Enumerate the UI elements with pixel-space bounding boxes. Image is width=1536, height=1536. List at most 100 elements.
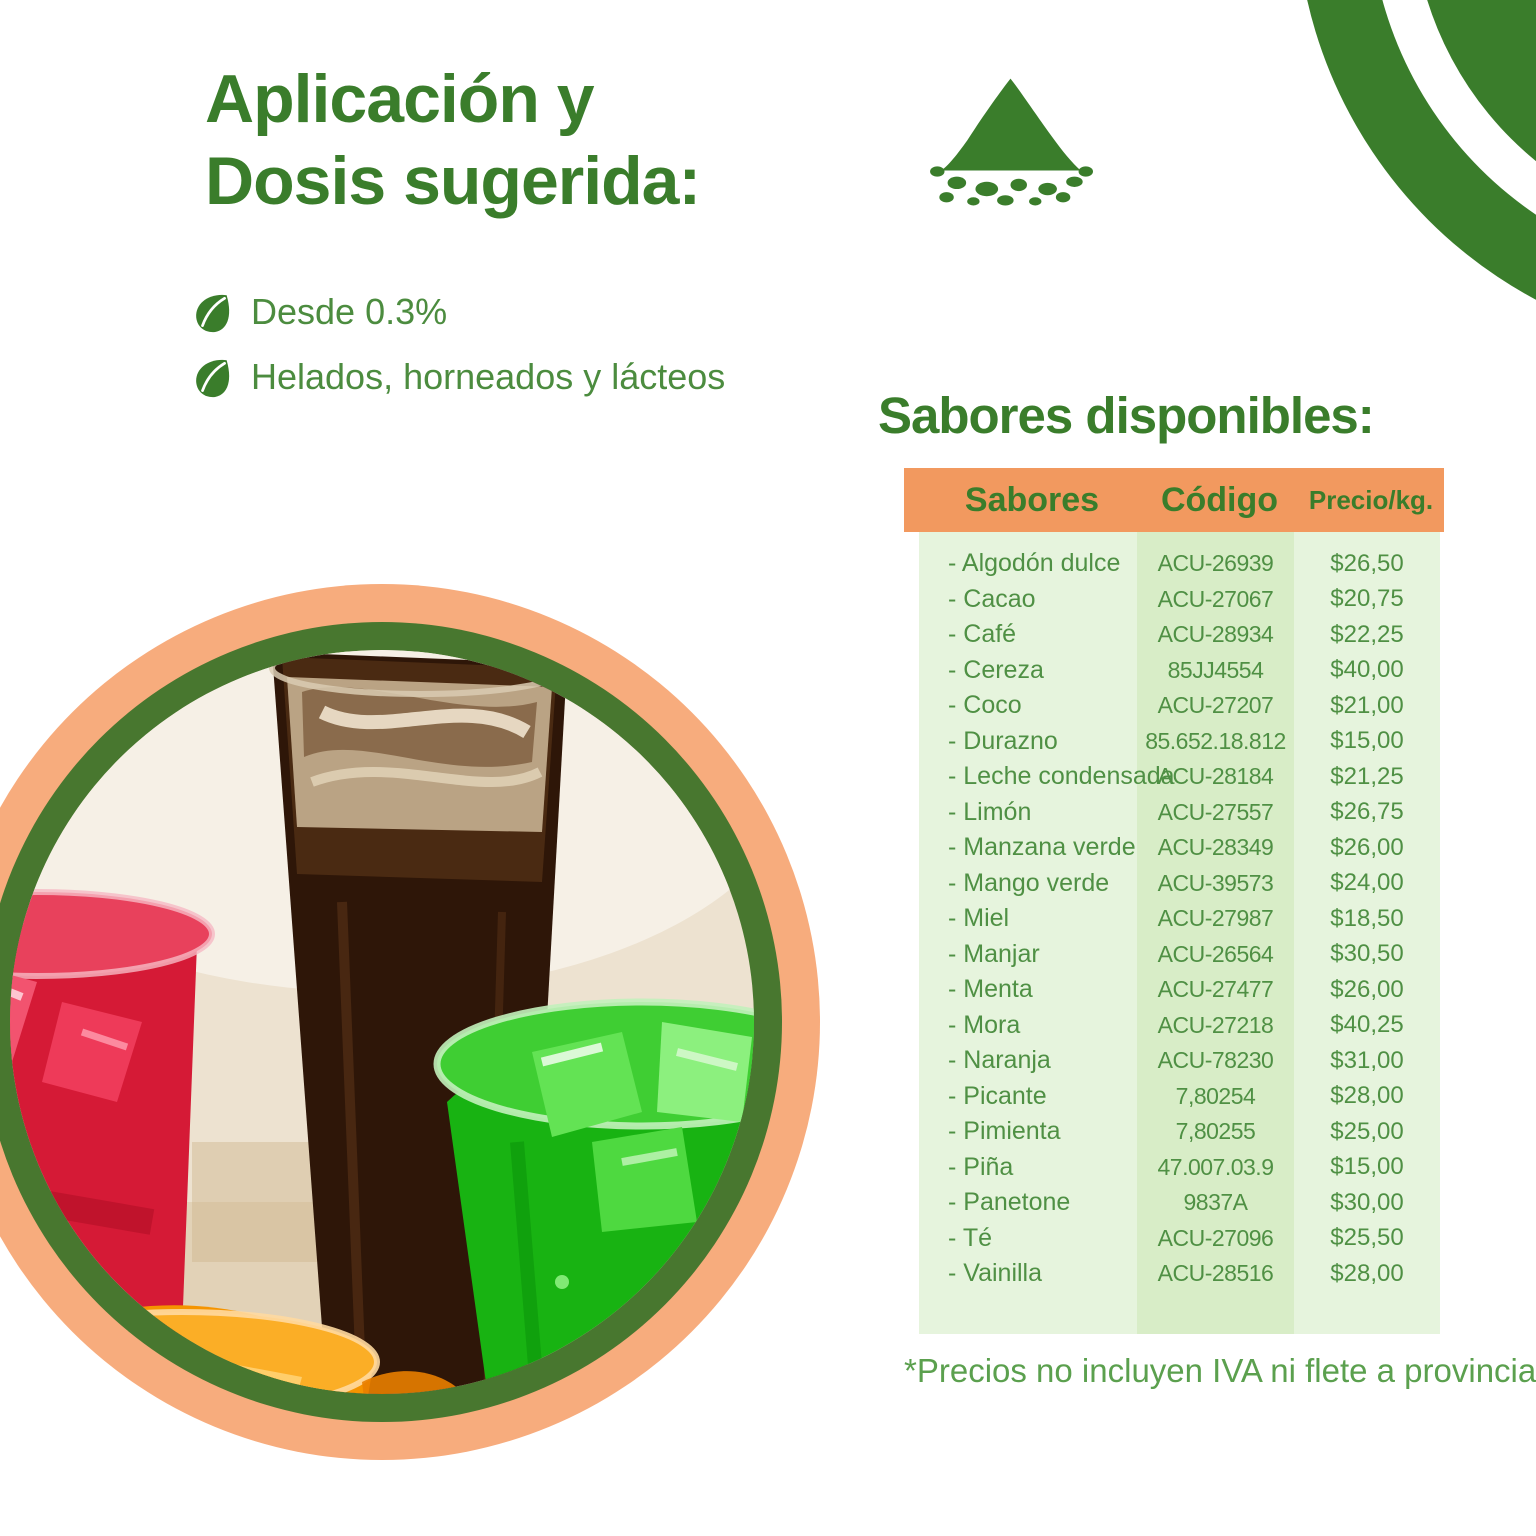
code-cell: ACU-27207 [1157,692,1274,719]
flavor-cell: - Menta [948,975,1033,1004]
table-row: - Café ACU-28934 $22,25 [919,617,1440,653]
flavor-cell: - Mango verde [948,868,1110,897]
code-cell: ACU-28349 [1157,834,1274,861]
page-title-line1: Aplicación y [205,61,595,137]
price-cell: $22,25 [1330,620,1404,648]
header-cell-code: Código [1160,480,1279,519]
price-cell: $26,00 [1330,833,1404,861]
price-cell: $25,50 [1330,1224,1404,1252]
flavor-cell: - Coco [948,691,1022,720]
price-cell: $24,00 [1330,869,1404,897]
table-row: - Té ACU-27096 $25,50 [919,1221,1440,1257]
table-row: - Durazno 85.652.18.812 $15,00 [919,724,1440,760]
flavor-cell: - Manzana verde [948,833,1136,862]
price-cell: $18,50 [1330,904,1404,932]
flavor-cell: - Algodón dulce [948,549,1121,578]
code-cell: ACU-27477 [1157,976,1274,1003]
price-cell: $20,75 [1330,585,1404,613]
page-title: Aplicación y Dosis sugerida: [205,58,701,222]
code-cell: 9837A [1183,1189,1248,1216]
flavor-cell: - Cacao [948,584,1036,613]
table-row: - Mora ACU-27218 $40,25 [919,1008,1440,1044]
code-cell: ACU-28184 [1157,763,1274,790]
bullet-item: Desde 0.3% [192,290,725,334]
flavor-table-rows: - Algodón dulce ACU-26939 $26,50 - Cacao ACU… [919,532,1440,1334]
price-cell: $26,75 [1330,798,1404,826]
price-cell: $40,00 [1330,656,1404,684]
flavor-cell: - Manjar [948,939,1040,968]
code-cell: ACU-27096 [1157,1224,1274,1251]
price-cell: $21,00 [1330,691,1404,719]
leaf-bullet-icon [196,359,230,398]
flavor-cell: - Naranja [948,1046,1051,1075]
price-cell: $30,50 [1330,940,1404,968]
code-cell: ACU-28934 [1157,621,1274,648]
bullet-item: Helados, horneados y lácteos [192,355,725,399]
table-row: - Mango verde ACU-39573 $24,00 [919,866,1440,902]
flavor-cell: - Panetone [948,1188,1071,1217]
code-cell: ACU-27987 [1157,905,1274,932]
flavor-cell: - Miel [948,904,1010,933]
table-row: - Pimienta 7,80255 $25,00 [919,1114,1440,1150]
table-row: - Cacao ACU-27067 $20,75 [919,582,1440,618]
code-cell: ACU-39573 [1157,869,1274,896]
bullet-label: Desde 0.3% [251,291,448,332]
table-row: - Cereza 85JJ4554 $40,00 [919,653,1440,689]
code-cell: ACU-27067 [1157,585,1274,612]
code-cell: ACU-26939 [1157,550,1274,577]
bullet-label: Helados, horneados y lácteos [251,356,726,397]
code-cell: 7,80255 [1175,1118,1256,1145]
flavor-table: Sabores Código Precio/kg. - Algodón dulc… [904,468,1444,1334]
corner-arcs-decoration [1307,0,1536,300]
table-row: - Piña 47.007.03.9 $15,00 [919,1150,1440,1186]
code-cell: ACU-27218 [1157,1011,1274,1038]
table-row: - Vainilla ACU-28516 $28,00 [919,1256,1440,1292]
section-heading: Sabores disponibles: [878,387,1375,444]
corner-inner-fill [1427,0,1536,162]
flavor-cell: - Té [948,1223,992,1252]
drinks-photo [0,584,820,1460]
flavor-cell: - Durazno [948,726,1058,755]
flavor-cell: - Cereza [948,655,1044,684]
price-cell: $40,25 [1330,1011,1404,1039]
price-cell: $28,00 [1330,1082,1404,1110]
table-row: - Manjar ACU-26564 $30,50 [919,937,1440,973]
table-row: - Leche condensada ACU-28184 $21,25 [919,759,1440,795]
flavor-table-header: Sabores Código Precio/kg. [904,468,1444,532]
price-cell: $15,00 [1330,727,1404,755]
header-cell-price: Precio/kg. [1308,484,1434,515]
flavor-cell: - Limón [948,797,1032,826]
table-row: - Algodón dulce ACU-26939 $26,50 [919,546,1440,582]
price-cell: $28,00 [1330,1259,1404,1287]
code-cell: ACU-27557 [1157,798,1274,825]
price-cell: $30,00 [1330,1188,1404,1216]
code-cell: ACU-26564 [1157,940,1274,967]
header-cell-flavors: Sabores [964,480,1100,519]
flavor-cell: - Pimienta [948,1117,1061,1146]
page-title-line2: Dosis sugerida: [205,143,701,219]
price-cell: $21,25 [1330,762,1404,790]
table-row: - Panetone 9837A $30,00 [919,1185,1440,1221]
bullet-list: Desde 0.3% Helados, horneados y lácteos [192,290,725,420]
code-cell: 7,80254 [1175,1082,1256,1109]
table-row: - Picante 7,80254 $28,00 [919,1079,1440,1115]
code-cell: 47.007.03.9 [1157,1153,1274,1180]
price-cell: $26,00 [1330,975,1404,1003]
flavor-cell: - Café [948,620,1017,649]
powder-pile-icon [930,78,1093,206]
table-row: - Manzana verde ACU-28349 $26,00 [919,830,1440,866]
code-cell: 85JJ4554 [1167,656,1264,683]
code-cell: ACU-78230 [1157,1047,1274,1074]
price-cell: $15,00 [1330,1153,1404,1181]
table-row: - Naranja ACU-78230 $31,00 [919,1043,1440,1079]
flavor-cell: - Picante [948,1081,1047,1110]
price-footnote: *Precios no incluyen IVA ni flete a prov… [904,1352,1536,1389]
code-cell: ACU-28516 [1157,1260,1274,1287]
price-cell: $26,50 [1330,549,1404,577]
table-row: - Menta ACU-27477 $26,00 [919,972,1440,1008]
leaf-bullet-icon [196,294,230,333]
price-cell: $25,00 [1330,1117,1404,1145]
flavor-cell: - Leche condensada [948,762,1175,791]
price-cell: $31,00 [1330,1046,1404,1074]
